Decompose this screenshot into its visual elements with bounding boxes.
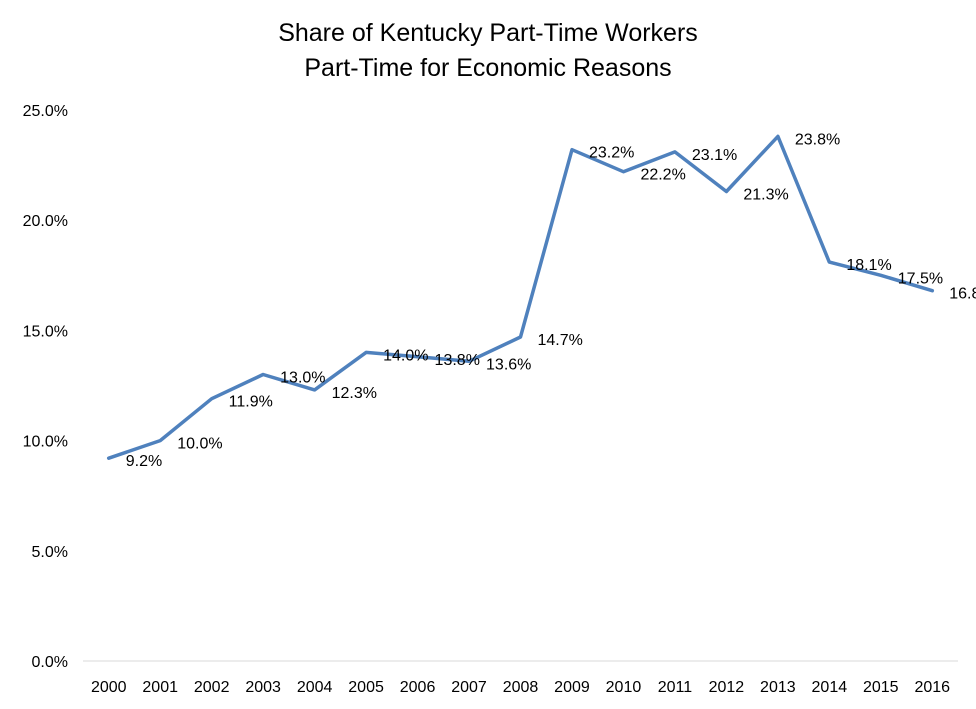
- data-label: 12.3%: [332, 385, 377, 402]
- x-tick-label: 2007: [451, 679, 487, 696]
- y-tick-label: 20.0%: [23, 213, 68, 230]
- data-label: 22.2%: [640, 167, 685, 184]
- x-tick-label: 2005: [348, 679, 384, 696]
- x-tick-label: 2000: [91, 679, 127, 696]
- chart-title-line-1: Share of Kentucky Part-Time Workers: [278, 19, 698, 47]
- chart-title-line-2: Part-Time for Economic Reasons: [304, 54, 672, 82]
- y-axis-labels: 0.0% 5.0% 10.0% 15.0% 20.0% 25.0%: [23, 103, 68, 671]
- data-label: 14.0%: [383, 347, 428, 364]
- x-tick-label: 2008: [503, 679, 539, 696]
- x-tick-label: 2001: [142, 679, 178, 696]
- data-label: 23.8%: [795, 131, 840, 148]
- data-label: 14.7%: [538, 332, 583, 349]
- x-tick-label: 2012: [709, 679, 745, 696]
- series-line: [106, 134, 935, 460]
- x-tick-label: 2013: [760, 679, 796, 696]
- x-axis-labels: 2000 2001 2002 2003 2004 2005 2006 2007 2008 2009…: [91, 679, 950, 696]
- x-tick-label: 2006: [400, 679, 436, 696]
- x-tick-label: 2011: [658, 679, 693, 696]
- data-labels: 9.2% 10.0% 11.9% 13.0% 12.3% 14.0% 13.8% 13.6% 1…: [126, 131, 976, 470]
- y-tick-label: 0.0%: [32, 654, 68, 671]
- x-tick-label: 2016: [914, 679, 950, 696]
- x-tick-label: 2003: [245, 679, 281, 696]
- y-tick-label: 5.0%: [32, 544, 68, 561]
- data-label: 23.2%: [589, 145, 634, 162]
- data-label: 18.1%: [846, 257, 891, 274]
- y-tick-label: 15.0%: [23, 323, 68, 340]
- data-label: 11.9%: [229, 394, 273, 411]
- x-tick-label: 2014: [812, 679, 848, 696]
- data-label: 10.0%: [177, 436, 222, 453]
- data-label: 13.8%: [435, 352, 480, 369]
- x-tick-label: 2009: [554, 679, 590, 696]
- data-label: 13.6%: [486, 356, 531, 373]
- data-label: 16.8%: [949, 286, 976, 303]
- y-tick-label: 10.0%: [23, 434, 68, 451]
- x-tick-label: 2002: [194, 679, 230, 696]
- data-label: 17.5%: [898, 270, 943, 287]
- data-label: 23.1%: [692, 147, 737, 164]
- x-tick-label: 2010: [606, 679, 642, 696]
- data-label: 9.2%: [126, 453, 162, 470]
- x-tick-label: 2015: [863, 679, 899, 696]
- data-label: 13.0%: [280, 369, 325, 386]
- x-tick-label: 2004: [297, 679, 333, 696]
- y-tick-label: 25.0%: [23, 103, 68, 120]
- data-label: 21.3%: [743, 187, 788, 204]
